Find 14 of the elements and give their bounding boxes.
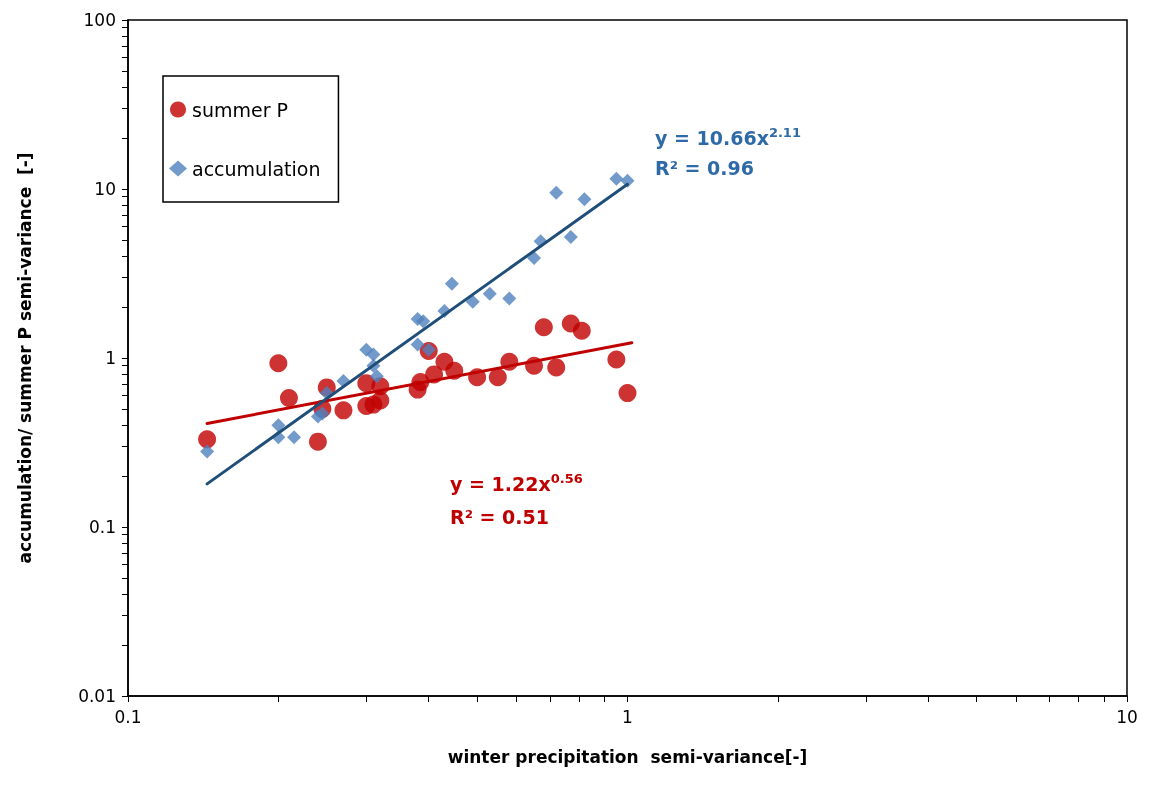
x-axis-title: winter precipitation semi-variance[-] bbox=[447, 746, 808, 767]
x-tick-label: 0.1 bbox=[114, 706, 142, 727]
y-tick-label: 0.01 bbox=[78, 686, 116, 706]
legend-label: summer P bbox=[192, 98, 288, 121]
annotation: R² = 0.96 bbox=[655, 156, 754, 179]
annotation: R² = 0.51 bbox=[450, 505, 549, 528]
y-tick-label: 1 bbox=[105, 348, 116, 368]
legend-label: accumulation bbox=[192, 157, 321, 180]
y-tick-label: 0.1 bbox=[88, 517, 116, 537]
x-tick-label: 10 bbox=[1116, 706, 1138, 727]
y-axis-title: accumulation/ summer P semi-variance [-] bbox=[14, 152, 35, 564]
y-tick-label: 10 bbox=[94, 179, 116, 199]
x-tick-label: 1 bbox=[622, 706, 633, 727]
y-tick-label: 100 bbox=[83, 10, 116, 30]
